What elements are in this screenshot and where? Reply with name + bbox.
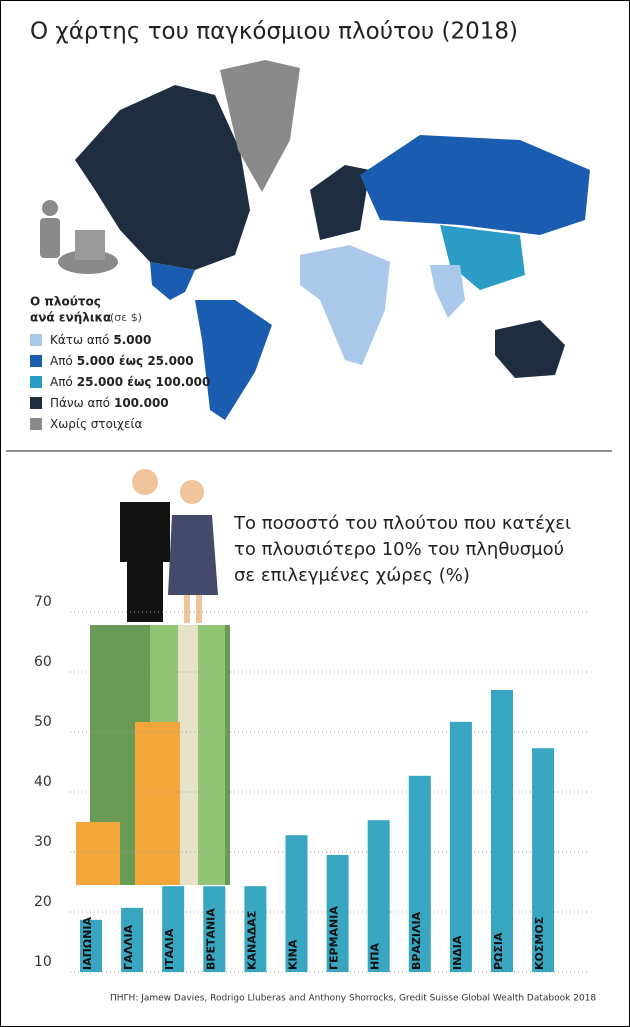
chart-title: το πλουσιότερο 10% του πληθυσμού — [234, 539, 564, 560]
y-tick-label: 10 — [34, 954, 52, 970]
australia — [495, 320, 565, 378]
x-tick-label: ΡΩΣΙΑ — [492, 932, 505, 970]
europe — [310, 165, 370, 240]
x-tick-label: ΓΑΛΛΙΑ — [122, 924, 135, 970]
x-tick-label: ΒΡΑΖΙΛΙΑ — [410, 911, 423, 970]
bar — [491, 690, 513, 972]
x-tick-label: ΒΡΕΤΑΝΙΑ — [204, 908, 217, 970]
legend-heading: Ο πλούτος — [30, 295, 101, 309]
x-tick-label: ΙΝΔΙΑ — [451, 935, 464, 970]
africa — [300, 245, 390, 365]
bar — [367, 820, 390, 972]
y-tick-label: 60 — [34, 654, 52, 670]
decoration — [76, 469, 230, 885]
legend-text: Πάνω από — [50, 396, 110, 410]
legend-label: Κάτω από 5.000 — [50, 333, 151, 347]
x-tick-label: ΓΕΡΜΑΝΙΑ — [328, 906, 341, 970]
source: ΠΗΓΗ: Jamew Davies, Rodrigo Lluberas and… — [110, 994, 596, 1004]
legend-swatch — [30, 355, 42, 367]
north-america — [75, 85, 250, 270]
legend-swatch — [30, 418, 42, 430]
legend-heading: ανά ενήλικα — [30, 311, 111, 325]
legend-swatch — [30, 376, 42, 388]
legend: Ο πλούτος ανά ενήλικα(σε $)Κάτω από 5.000 Α… — [30, 295, 210, 431]
x-tick-label: ΙΤΑΛΙΑ — [163, 928, 176, 970]
y-tick-label: 70 — [34, 594, 52, 610]
legend-label: Από 25.000 έως 100.000 — [50, 375, 210, 389]
bar — [285, 835, 308, 972]
legend-text: Κάτω από — [50, 333, 109, 347]
legend-label: Από 5.000 έως 25.000 — [50, 354, 194, 368]
x-tick-label: ΚΟΣΜΟΣ — [533, 917, 546, 970]
x-tick-label: ΗΠΑ — [369, 943, 382, 970]
legend-amount: 5.000 — [113, 333, 151, 347]
bar — [121, 907, 144, 972]
bar — [326, 855, 349, 972]
world-map — [75, 60, 590, 420]
chart-title: Το ποσοστό του πλούτου που κατέχει — [233, 513, 571, 534]
legend-label: Χωρίς στοιχεία — [50, 417, 143, 431]
bar — [449, 721, 472, 972]
chart-title: σε επιλεγμένες χώρες (%) — [234, 565, 470, 586]
mexico — [150, 262, 195, 300]
bar — [244, 886, 267, 972]
legend-swatch — [30, 334, 42, 346]
bar-chart: Το ποσοστό του πλούτου που κατέχει το πλο… — [34, 513, 596, 1004]
legend-amount: 100.000 — [114, 396, 169, 410]
y-tick-label: 50 — [34, 714, 52, 730]
bar — [203, 886, 226, 972]
investor-icon — [40, 200, 118, 274]
india — [430, 265, 465, 318]
legend-text: Από — [50, 354, 73, 368]
legend-text: Χωρίς στοιχεία — [50, 417, 143, 431]
legend-amount: 25.000 έως 100.000 — [77, 375, 211, 389]
legend-swatch — [30, 397, 42, 409]
x-tick-label: ΚΑΝΑΔΑΣ — [245, 911, 258, 970]
south-america — [195, 300, 272, 420]
legend-text: Από — [50, 375, 73, 389]
map-title: Ο χάρτης του παγκόσμιου πλούτου (2018) — [30, 19, 518, 45]
bar — [532, 748, 555, 972]
bar — [162, 886, 185, 972]
y-tick-label: 40 — [34, 774, 52, 790]
russia — [360, 135, 590, 235]
legend-amount: 5.000 έως 25.000 — [77, 354, 194, 368]
x-tick-label: ΚΙΝΑ — [287, 939, 300, 970]
y-tick-label: 30 — [34, 834, 52, 850]
legend-label: Πάνω από 100.000 — [50, 396, 169, 410]
x-tick-label: ΙΑΠΩΝΙΑ — [81, 917, 94, 970]
bar — [408, 775, 431, 972]
greenland — [220, 60, 300, 192]
legend-unit: (σε $) — [110, 311, 142, 324]
bar — [80, 919, 102, 972]
y-tick-label: 20 — [34, 894, 52, 910]
